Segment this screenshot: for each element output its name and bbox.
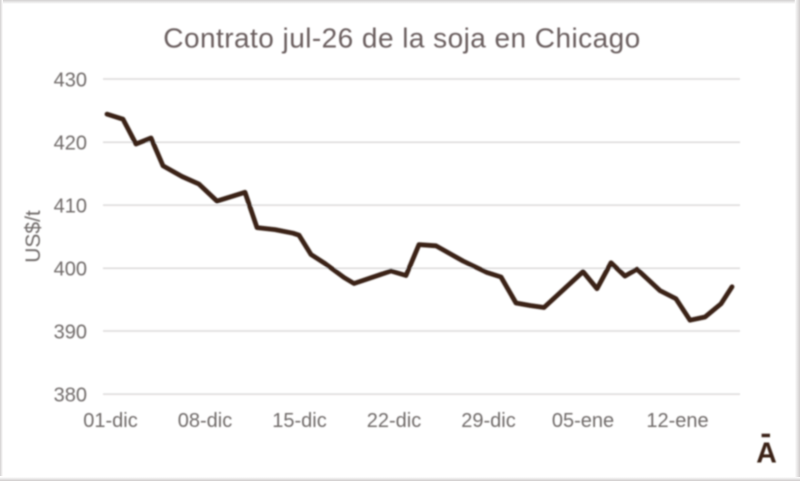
svg-text:12-ene: 12-ene — [646, 410, 708, 432]
svg-text:15-dic: 15-dic — [272, 410, 326, 432]
svg-text:A: A — [756, 438, 777, 470]
svg-text:01-dic: 01-dic — [83, 410, 137, 432]
svg-text:Contrato jul-26 de la soja en: Contrato jul-26 de la soja en Chicago — [163, 23, 640, 54]
svg-text:US$/t: US$/t — [22, 210, 45, 263]
svg-text:05-ene: 05-ene — [552, 410, 614, 432]
svg-text:390: 390 — [54, 321, 87, 343]
svg-text:22-dic: 22-dic — [367, 410, 421, 432]
svg-text:430: 430 — [54, 69, 87, 91]
svg-text:29-dic: 29-dic — [461, 410, 515, 432]
svg-text:08-dic: 08-dic — [178, 410, 232, 432]
svg-text:380: 380 — [54, 384, 87, 406]
svg-text:400: 400 — [54, 259, 87, 281]
svg-text:410: 410 — [54, 195, 87, 217]
svg-text:420: 420 — [54, 133, 87, 155]
